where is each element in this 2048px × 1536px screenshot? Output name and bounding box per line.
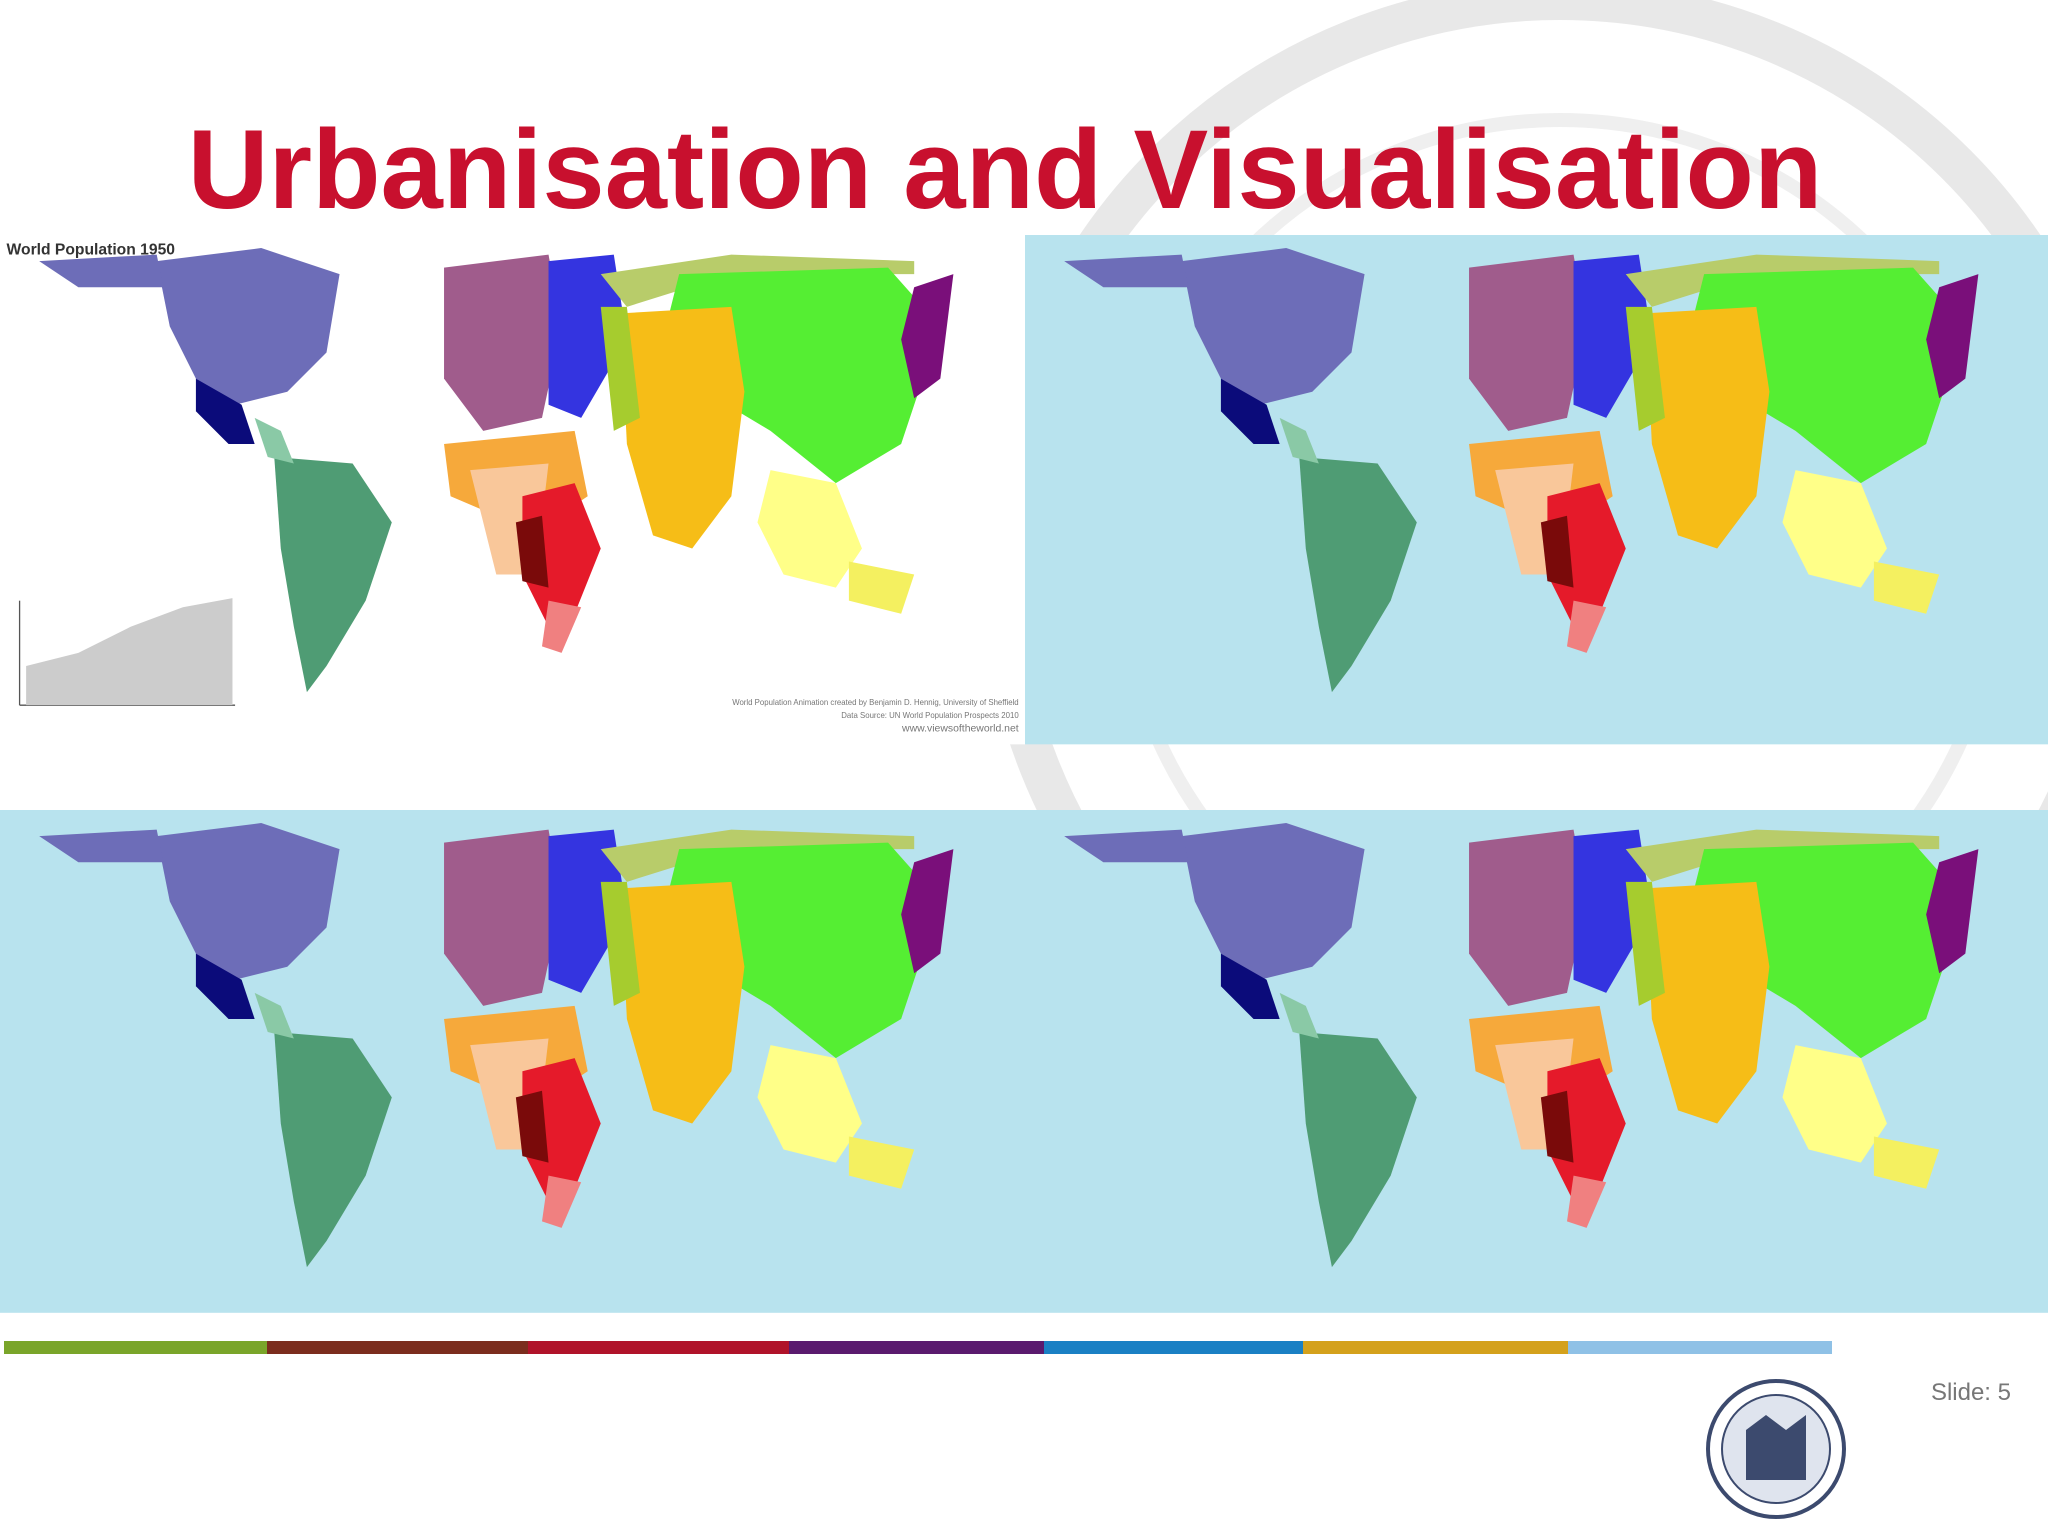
- map-panel: [1025, 235, 2048, 745]
- university-seal: [1706, 1379, 1846, 1519]
- map-panel: [0, 810, 1026, 1313]
- map-panel: World Population 1950 World Population A…: [0, 235, 1026, 745]
- credit: Data Source: UN World Population Prospec…: [841, 711, 1019, 720]
- inset-chart: [18, 598, 236, 706]
- map-panel: [1025, 810, 2048, 1313]
- credit: World Population Animation created by Be…: [732, 698, 1018, 707]
- slide-title: Urbanisation and Visualisation: [188, 107, 1823, 232]
- color-bar: [4, 1341, 1832, 1354]
- map-caption: World Population 1950: [7, 242, 176, 259]
- credit: www.viewsoftheworld.net: [901, 723, 1019, 734]
- slide-number: Slide: 5: [1931, 1379, 2011, 1406]
